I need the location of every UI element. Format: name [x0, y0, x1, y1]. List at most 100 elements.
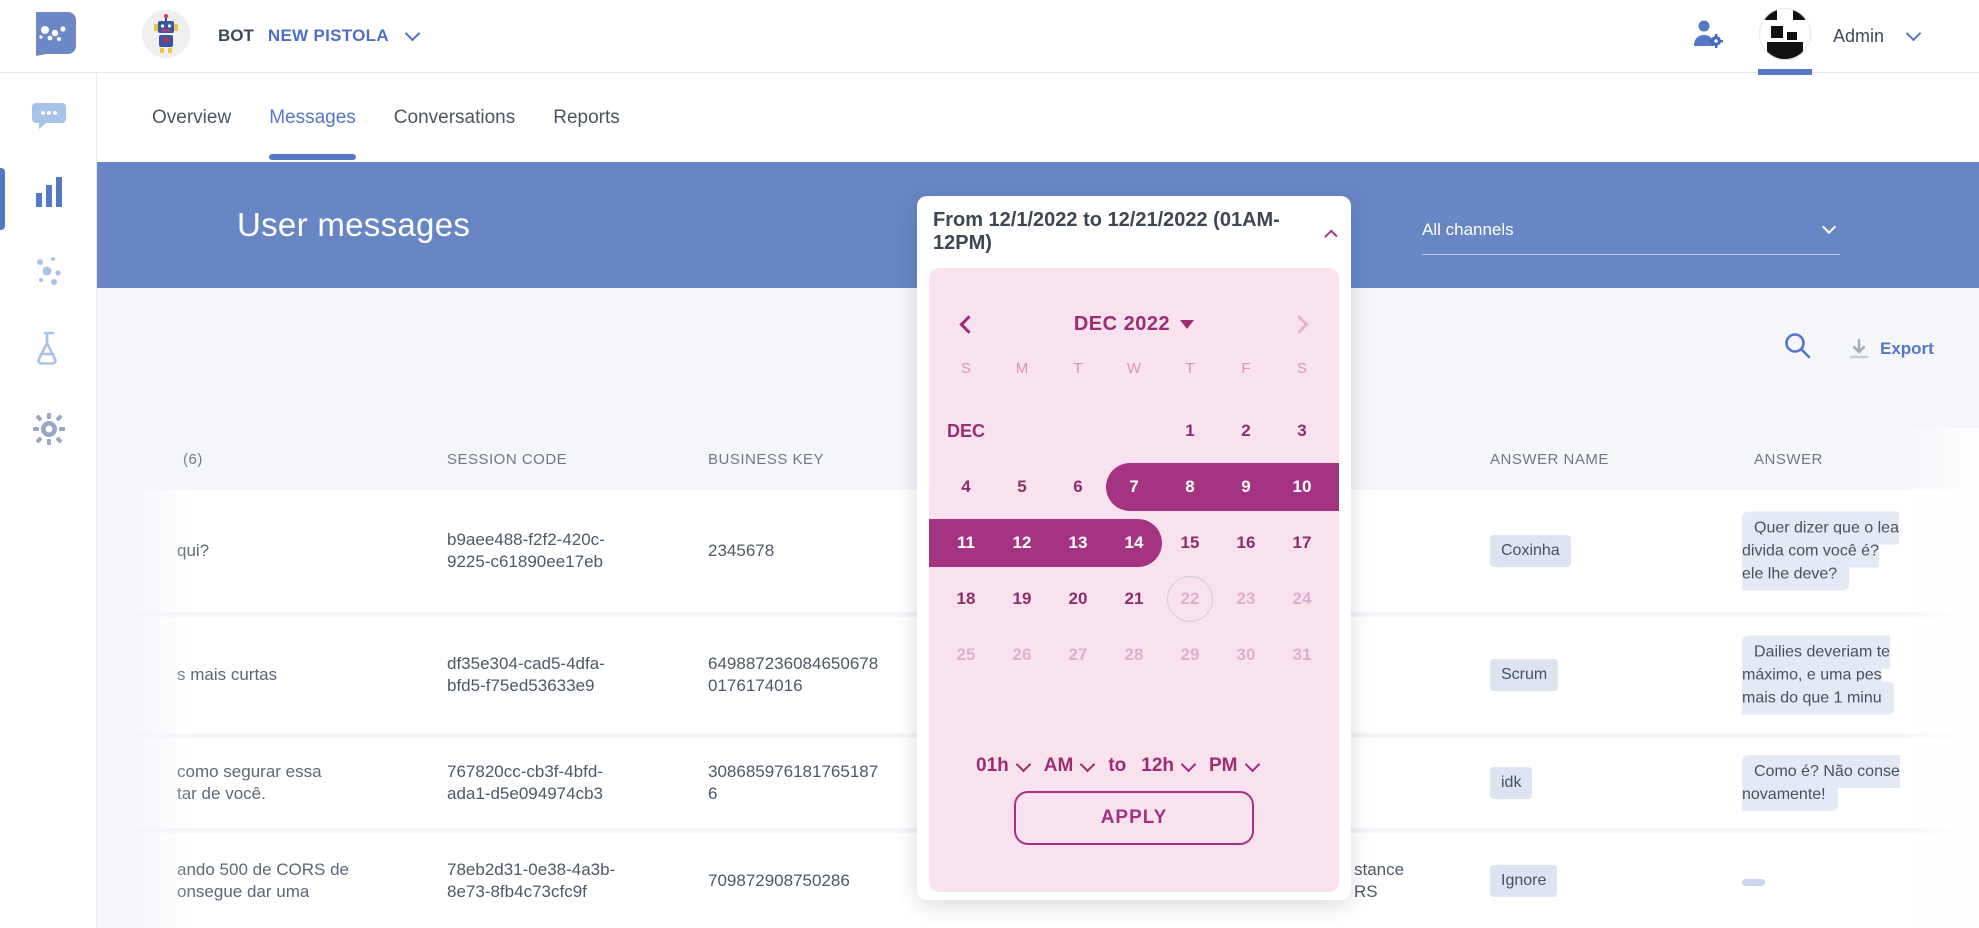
collapse-chevron-icon: [1323, 228, 1338, 243]
calendar-day-7[interactable]: 7: [1106, 459, 1162, 515]
calendar-day-9[interactable]: 9: [1218, 459, 1274, 515]
end-hour-select[interactable]: 12h: [1141, 755, 1197, 777]
bot-avatar: [142, 9, 190, 63]
next-month-icon[interactable]: [1290, 314, 1309, 334]
calendar-day-14[interactable]: 14: [1106, 515, 1162, 571]
section-tabs: Overview Messages Conversations Reports: [97, 73, 1979, 162]
calendar-day-1[interactable]: 1: [1185, 421, 1195, 440]
weekday-label: T: [1185, 360, 1195, 377]
calendar-grid: DEC 1 2 3 4 5 6 7 8 9 10 11 12 13 14 15 16 17 18 19 20 21 22 23…: [929, 403, 1339, 683]
admin-label[interactable]: Admin: [1832, 25, 1884, 46]
export-button[interactable]: Export: [1848, 337, 1934, 361]
calendar-day-8[interactable]: 8: [1162, 459, 1218, 515]
channels-selected-value: All channels: [1422, 219, 1514, 239]
tab-messages[interactable]: Messages: [269, 73, 356, 162]
apply-button[interactable]: APPLY: [1014, 791, 1254, 845]
end-meridiem-select[interactable]: PM: [1209, 755, 1260, 777]
header-business-key: BUSINESS KEY: [708, 451, 825, 468]
calendar-day-17[interactable]: 17: [1292, 533, 1312, 552]
calendar-month-cell: DEC: [946, 420, 985, 441]
calendar-day-18[interactable]: 18: [956, 589, 976, 608]
cell-session-code: 78eb2d31-0e38-4a3b- 8e73-8fb4c73cfc9f: [447, 859, 616, 901]
calendar-day-10[interactable]: 10: [1274, 459, 1339, 515]
start-meridiem-select[interactable]: AM: [1043, 755, 1096, 777]
sidebar-active-indicator: [0, 168, 5, 230]
month-label: DEC 2022: [1073, 312, 1171, 335]
weekday-label: S: [960, 360, 971, 377]
answer-bubble: Dailies deveriam te máximo, e uma pes ma…: [1742, 635, 1894, 715]
cell-fragment: stance RS: [1354, 859, 1405, 901]
calendar-day-22[interactable]: 22: [1162, 571, 1218, 627]
start-hour-chevron-icon: [1015, 756, 1032, 772]
time-separator: to: [1108, 755, 1127, 776]
answer-name-badge: Coxinha: [1490, 535, 1571, 567]
user-avatar[interactable]: [1757, 7, 1812, 75]
end-meridiem-chevron-icon: [1244, 756, 1260, 772]
answer-name-badge: Ignore: [1490, 864, 1558, 897]
answer-name-badge: Scrum: [1490, 659, 1559, 691]
start-meridiem-chevron-icon: [1080, 756, 1096, 772]
admin-tools-icon[interactable]: [1691, 18, 1725, 55]
calendar-day-11[interactable]: 11: [929, 515, 994, 571]
bot-switch-chevron-icon[interactable]: [404, 25, 421, 42]
calendar-day-27[interactable]: 27: [1068, 645, 1088, 664]
calendar-day-25[interactable]: 25: [956, 645, 976, 664]
header-answer-name: ANSWER NAME: [1490, 451, 1609, 468]
calendar-day-6[interactable]: 6: [1073, 477, 1083, 496]
start-hour-value: 01h: [976, 755, 1009, 776]
calendar-day-4[interactable]: 4: [961, 477, 971, 496]
calendar-day-2[interactable]: 2: [1241, 421, 1251, 440]
calendar-day-23[interactable]: 23: [1236, 589, 1256, 608]
start-hour-select[interactable]: 01h: [976, 755, 1032, 777]
calendar-empty-cell: [994, 403, 1050, 459]
weekday-label: S: [1296, 360, 1307, 377]
tab-reports[interactable]: Reports: [553, 106, 620, 128]
calendar-day-31[interactable]: 31: [1292, 645, 1312, 664]
search-icon[interactable]: [1782, 330, 1814, 367]
calendar-day-29[interactable]: 29: [1180, 645, 1200, 664]
calendar-day-16[interactable]: 16: [1236, 533, 1256, 552]
calendar-day-28[interactable]: 28: [1124, 645, 1144, 664]
cell-business-key: 308685976181765187 6: [708, 762, 879, 803]
sidebar-item-network-icon[interactable]: [0, 253, 97, 294]
sidebar-item-experiment-icon[interactable]: [0, 330, 97, 371]
bot-name[interactable]: NEW PISTOLA: [267, 26, 389, 45]
bot-label: BOT: [218, 26, 254, 45]
calendar-day-15[interactable]: 15: [1180, 533, 1200, 552]
cell-session-code: b9aee488-f2f2-420c- 9225-c61890ee17eb: [447, 530, 605, 571]
tab-overview[interactable]: Overview: [152, 106, 232, 128]
calendar-day-19[interactable]: 19: [1012, 589, 1032, 608]
time-range-row: 01h AM to 12h PM: [938, 755, 1330, 777]
calendar-day-26[interactable]: 26: [1012, 645, 1032, 664]
date-range-summary[interactable]: From 12/1/2022 to 12/21/2022 (01AM-12PM): [933, 209, 1338, 254]
cell-session-code: df35e304-cad5-4dfa- bfd5-f75ed53633e9: [447, 654, 605, 695]
admin-menu-chevron-icon[interactable]: [1905, 25, 1922, 42]
calendar-day-20[interactable]: 20: [1068, 589, 1088, 608]
sidebar-item-chat-icon[interactable]: [0, 99, 97, 138]
date-range-picker: From 12/1/2022 to 12/21/2022 (01AM-12PM)…: [917, 196, 1351, 900]
channels-select[interactable]: All channels: [1422, 205, 1840, 255]
answer-name-badge: idk: [1490, 767, 1533, 799]
export-label: Export: [1880, 338, 1934, 358]
sidebar-item-settings-icon[interactable]: [0, 411, 97, 452]
end-hour-chevron-icon: [1180, 756, 1197, 772]
sidebar-item-analytics-icon[interactable]: [0, 175, 97, 216]
download-icon: [1849, 338, 1869, 358]
calendar-day-24[interactable]: 24: [1292, 589, 1312, 608]
calendar-empty-cell: [1106, 403, 1162, 459]
calendar-day-13[interactable]: 13: [1050, 515, 1106, 571]
calendar-empty-cell: [1050, 403, 1106, 459]
month-selector[interactable]: DEC 2022: [1073, 312, 1195, 336]
calendar-day-12[interactable]: 12: [994, 515, 1050, 571]
previous-month-icon[interactable]: [959, 314, 978, 334]
start-meridiem-value: AM: [1043, 755, 1074, 776]
calendar-day-3[interactable]: 3: [1297, 421, 1307, 440]
tab-conversations[interactable]: Conversations: [393, 106, 516, 128]
calendar-day-30[interactable]: 30: [1236, 645, 1256, 664]
calendar-day-5[interactable]: 5: [1017, 477, 1027, 496]
header-messages: (6): [183, 451, 203, 468]
answer-empty-dash: –: [1742, 878, 1765, 886]
calendar-day-21[interactable]: 21: [1124, 589, 1144, 608]
